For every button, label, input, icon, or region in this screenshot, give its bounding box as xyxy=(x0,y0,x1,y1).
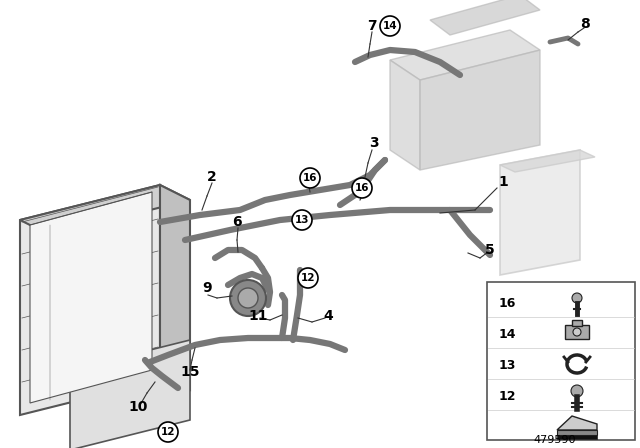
Text: 3: 3 xyxy=(369,136,379,150)
Text: 8: 8 xyxy=(580,17,590,31)
Bar xyxy=(557,430,597,435)
Polygon shape xyxy=(20,185,190,235)
Polygon shape xyxy=(390,30,540,80)
Text: 4: 4 xyxy=(323,309,333,323)
Text: 16: 16 xyxy=(499,297,516,310)
Text: 12: 12 xyxy=(161,427,175,437)
Polygon shape xyxy=(430,0,540,35)
Polygon shape xyxy=(420,50,540,170)
Polygon shape xyxy=(500,150,595,172)
Polygon shape xyxy=(557,416,597,430)
Text: 12: 12 xyxy=(301,273,316,283)
Circle shape xyxy=(572,293,582,303)
Circle shape xyxy=(352,178,372,198)
Circle shape xyxy=(380,16,400,36)
Text: 2: 2 xyxy=(207,170,217,184)
Bar xyxy=(557,435,597,439)
Bar xyxy=(487,282,635,440)
Text: 479590: 479590 xyxy=(534,435,576,445)
Polygon shape xyxy=(20,185,160,415)
Text: 10: 10 xyxy=(128,400,148,414)
Text: 5: 5 xyxy=(485,243,495,257)
Polygon shape xyxy=(70,340,190,448)
Text: 14: 14 xyxy=(499,327,516,340)
Text: 1: 1 xyxy=(498,175,508,189)
Text: 15: 15 xyxy=(180,365,200,379)
Circle shape xyxy=(292,210,312,230)
Text: 13: 13 xyxy=(499,358,516,371)
Text: 13: 13 xyxy=(295,215,309,225)
Text: 7: 7 xyxy=(367,19,377,33)
Polygon shape xyxy=(390,60,420,170)
Text: 6: 6 xyxy=(232,215,242,229)
Text: 14: 14 xyxy=(383,21,397,31)
Polygon shape xyxy=(500,150,580,275)
Text: 9: 9 xyxy=(202,281,212,295)
Text: 12: 12 xyxy=(499,389,516,402)
Circle shape xyxy=(230,280,266,316)
Bar xyxy=(572,320,582,326)
Circle shape xyxy=(238,288,258,308)
Circle shape xyxy=(571,385,583,397)
Polygon shape xyxy=(160,185,190,390)
Text: 11: 11 xyxy=(248,309,268,323)
Circle shape xyxy=(300,168,320,188)
Circle shape xyxy=(158,422,178,442)
Bar xyxy=(565,325,589,339)
Text: 16: 16 xyxy=(303,173,317,183)
Circle shape xyxy=(298,268,318,288)
Polygon shape xyxy=(30,192,152,403)
Text: 16: 16 xyxy=(355,183,369,193)
Circle shape xyxy=(573,328,581,336)
